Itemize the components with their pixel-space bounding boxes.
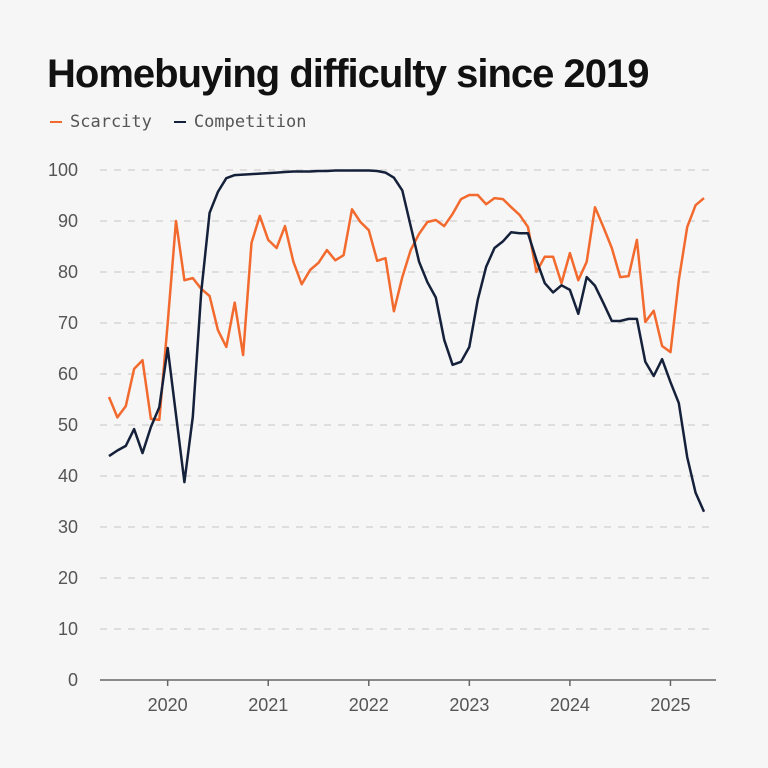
x-tick-label: 2025 xyxy=(650,695,690,715)
legend-item-competition: Competition xyxy=(173,112,307,132)
legend-swatch-competition xyxy=(173,121,186,123)
legend-swatch-scarcity xyxy=(50,121,62,123)
y-tick-label: 70 xyxy=(58,313,78,333)
y-tick-label: 80 xyxy=(58,262,78,282)
x-tick-label: 2023 xyxy=(449,695,489,715)
x-tick-label: 2021 xyxy=(248,695,288,715)
y-tick-label: 40 xyxy=(58,466,78,486)
series-line-scarcity xyxy=(107,193,705,422)
y-tick-label: 20 xyxy=(58,568,78,588)
legend-label-scarcity: Scarcity xyxy=(70,112,152,132)
y-tick-label: 50 xyxy=(58,415,78,435)
legend-item-scarcity: Scarcity xyxy=(50,112,152,132)
y-tick-label: 30 xyxy=(58,517,78,537)
y-tick-label: 60 xyxy=(58,364,78,384)
legend-label-competition: Competition xyxy=(193,112,307,132)
y-tick-label: 90 xyxy=(58,211,78,231)
y-tick-label: 10 xyxy=(58,619,78,639)
x-tick-label: 2022 xyxy=(349,695,389,715)
x-tick-label: 2024 xyxy=(550,695,590,715)
y-tick-label: 100 xyxy=(48,160,78,180)
x-tick-label: 2020 xyxy=(148,695,188,715)
legend: Scarcity Competition xyxy=(50,112,306,132)
chart-title: Homebuying difficulty since 2019 xyxy=(47,52,649,96)
series-line-competition xyxy=(108,169,706,513)
y-tick-label: 0 xyxy=(68,670,78,690)
